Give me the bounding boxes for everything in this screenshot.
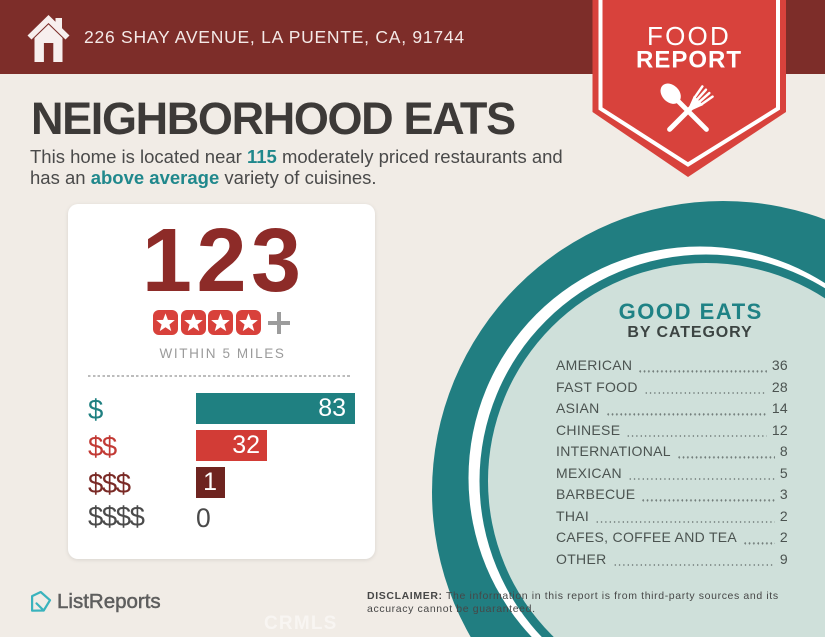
- svg-text:FOOD: FOOD: [647, 21, 731, 51]
- svg-text:REPORT: REPORT: [636, 47, 742, 74]
